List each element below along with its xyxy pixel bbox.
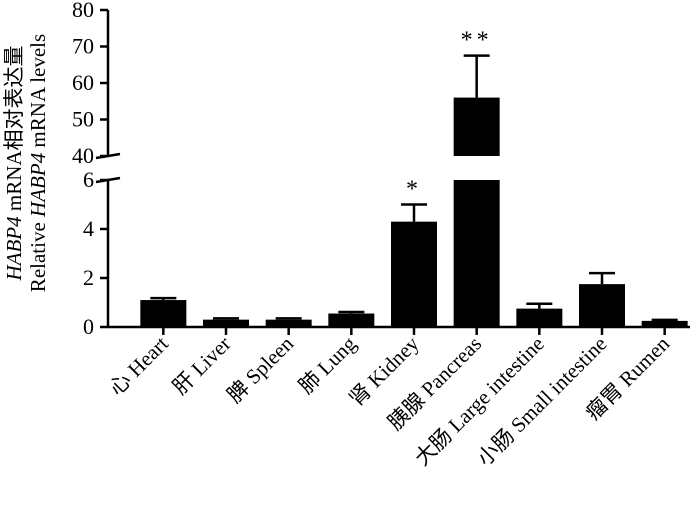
y-tick-label-upper: 80 (72, 0, 94, 22)
bar (391, 221, 437, 327)
bar (203, 319, 249, 327)
y-tick-label-lower: 4 (83, 216, 94, 241)
svg-text:Relative HABP4 mRNA levels: Relative HABP4 mRNA levels (26, 34, 50, 292)
y-label-line1-rest: mRNA相对表达量 (2, 45, 26, 216)
bar (328, 313, 375, 327)
y-tick-label-lower: 6 (83, 167, 94, 192)
y-label-line2-prefix: Relative (26, 217, 50, 292)
significance-label: ** (461, 28, 493, 54)
y-tick-label-upper: 70 (72, 34, 94, 59)
bar (140, 300, 187, 327)
y-label-line1-italic: HABP4 (2, 216, 26, 282)
significance-label: * (406, 177, 422, 203)
y-tick-label-lower: 2 (83, 265, 94, 290)
bar (516, 308, 563, 327)
y-tick-label-upper: 40 (72, 143, 94, 168)
bar-upper (453, 97, 500, 156)
bar (579, 284, 625, 327)
y-tick-label-lower: 0 (83, 314, 94, 339)
y-label-line2-italic: HABP4 (26, 152, 50, 218)
svg-text:HABP4 mRNA相对表达量: HABP4 mRNA相对表达量 (2, 45, 26, 281)
bar-lower (453, 180, 500, 327)
bar (265, 319, 312, 327)
bars (140, 54, 688, 327)
bar (641, 320, 688, 327)
x-tick-label: 脾 Spleen (222, 331, 298, 407)
y-tick-label-upper: 50 (72, 107, 94, 132)
y-label-line2-suffix: mRNA levels (26, 34, 50, 153)
x-tick-label: 心 Heart (104, 331, 173, 400)
y-axis-label: HABP4 mRNA相对表达量 Relative HABP4 mRNA leve… (2, 34, 50, 292)
y-tick-label-upper: 60 (72, 70, 94, 95)
